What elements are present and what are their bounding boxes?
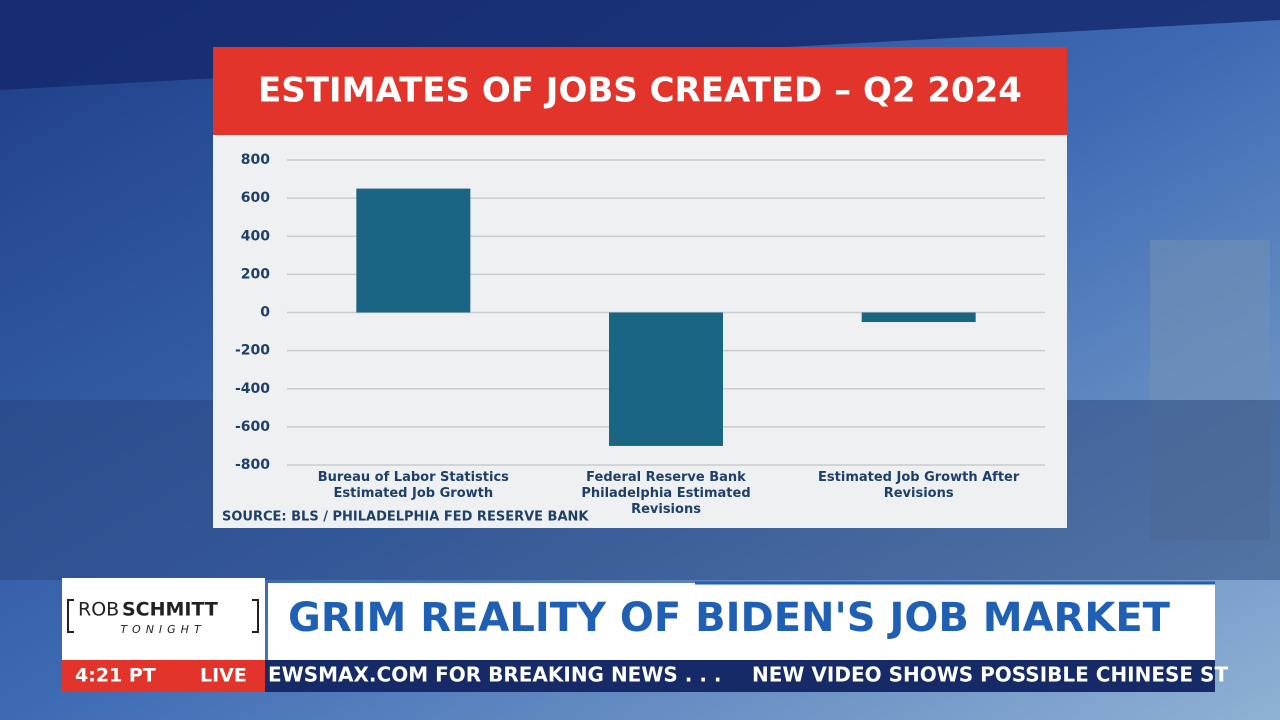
ticker-box	[265, 660, 1215, 692]
title-bar	[213, 47, 1067, 135]
logo-first: ROB	[78, 599, 119, 621]
time: 4:21 PT	[75, 665, 156, 687]
y-tick-label: 0	[260, 305, 270, 321]
chart-title: ESTIMATES OF JOBS CREATED – Q2 2024	[258, 71, 1022, 111]
live: LIVE	[200, 665, 247, 687]
y-tick-label: -800	[235, 457, 270, 473]
bar	[356, 188, 471, 313]
x-tick-label: Bureau of Labor Statistics Estimated Job…	[317, 470, 509, 501]
y-tick-label: -600	[235, 419, 270, 435]
bar	[861, 312, 976, 323]
x-tick-label: Estimated Job Growth After Revisions	[818, 470, 1020, 501]
headline-box	[268, 583, 1215, 660]
headline: GRIM REALITY OF BIDEN'S JOB MARKET	[288, 595, 1171, 641]
logo-last: SCHMITT	[122, 599, 218, 621]
plot: -800 -600 -400 -200 0 200 400 600 800	[235, 152, 1045, 473]
bar	[609, 312, 723, 446]
source: SOURCE: BLS / PHILADELPHIA FED RESERVE B…	[222, 510, 589, 525]
y-tick-label: -400	[235, 381, 270, 397]
y-tick-label: 400	[241, 228, 270, 244]
logo-sub: TONIGHT	[120, 623, 205, 636]
time-box	[62, 660, 265, 692]
y-tick-label: 200	[241, 266, 270, 282]
y-tick-label: 600	[241, 190, 270, 206]
ticker-item: EWSMAX.COM FOR BREAKING NEWS . . .	[268, 663, 722, 687]
x-tick-label: Federal Reserve Bank Philadelphia Estima…	[581, 470, 751, 517]
logo-box	[62, 578, 265, 660]
ticker-item: NEW VIDEO SHOWS POSSIBLE CHINESE ST	[752, 663, 1228, 687]
y-tick-label: 800	[241, 152, 270, 168]
logo-brackets	[67, 599, 259, 633]
y-tick-label: -200	[235, 343, 270, 359]
